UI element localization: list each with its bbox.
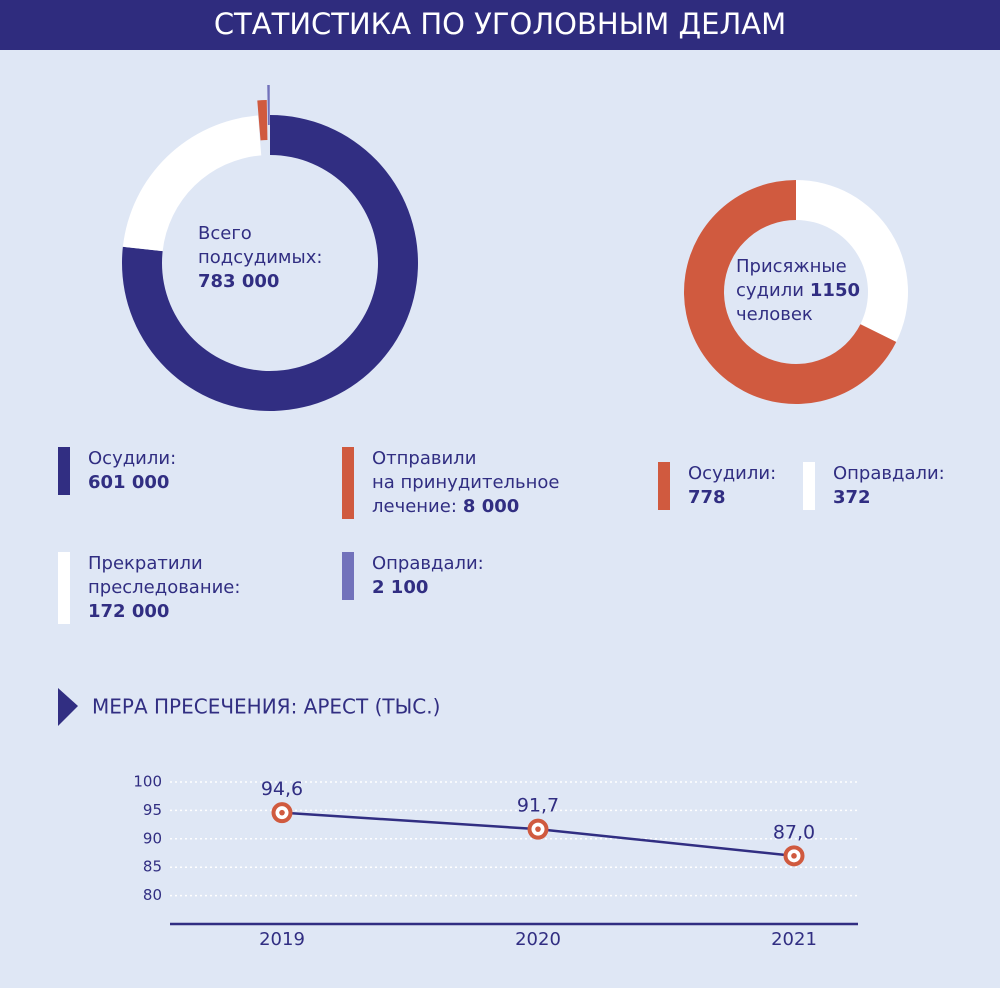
legend-text: Отправили на принудительное лечение: 8 000	[372, 447, 560, 519]
legend-label: лечение: 8 000	[372, 496, 520, 517]
section-arrow	[58, 688, 78, 726]
legend-text: Прекратили преследование: 172 000	[88, 552, 240, 624]
legend-item: Отправили на принудительное лечение: 8 000	[342, 447, 560, 519]
legend-item: Осудили: 601 000	[58, 447, 176, 495]
legend-swatch	[658, 462, 670, 510]
legend-item: Оправдали: 372	[803, 462, 945, 510]
value-label: 87,0	[773, 821, 815, 843]
center-label: человек	[736, 304, 813, 325]
legend-item: Прекратили преследование: 172 000	[58, 552, 240, 624]
legend-text: Оправдали: 2 100	[372, 552, 484, 600]
x-tick-label: 2019	[259, 929, 305, 950]
center-label: судили 1150	[736, 280, 861, 301]
x-tick-label: 2020	[515, 929, 561, 950]
legend-label: преследование:	[88, 577, 241, 598]
y-tick-label: 85	[143, 858, 162, 876]
center-label: Всего	[198, 223, 252, 244]
center-total: 783 000	[198, 271, 280, 292]
donut-segment	[267, 85, 270, 126]
legend-label: Оправдали:	[833, 463, 945, 484]
legend-value: 172 000	[88, 601, 170, 622]
y-tick-label: 95	[143, 801, 162, 819]
donut-segment	[684, 180, 897, 404]
legend-value: 601 000	[88, 472, 170, 493]
center-total: 1150	[809, 280, 861, 301]
legend-label: Осудили:	[88, 448, 177, 469]
y-tick-label: 80	[143, 886, 162, 904]
donut-segment	[796, 180, 909, 342]
center-label: Присяжные	[736, 256, 847, 277]
legend-swatch	[803, 462, 815, 510]
legend-label: Осудили:	[688, 463, 777, 484]
y-tick-label: 100	[133, 773, 162, 791]
legend-label: на принудительное	[372, 472, 560, 493]
point-center	[279, 809, 285, 816]
point-center	[791, 853, 797, 859]
legend-value: 372	[833, 487, 871, 508]
center-text: Всего подсудимых: 783 000	[198, 222, 322, 294]
header-band	[0, 0, 1000, 50]
legend-swatch	[58, 552, 70, 624]
legend-label: Прекратили	[88, 553, 203, 574]
point-center	[535, 826, 541, 832]
legend-value: 778	[688, 487, 726, 508]
x-tick-label: 2021	[771, 929, 817, 950]
legend-label: Отправили	[372, 448, 477, 469]
legend-swatch	[342, 447, 354, 519]
legend-value: 8 000	[462, 496, 520, 517]
y-tick-label: 90	[143, 829, 162, 847]
value-label: 91,7	[517, 795, 559, 817]
legend-value: 2 100	[372, 577, 429, 598]
legend-swatch	[58, 447, 70, 495]
legend-swatch	[342, 552, 354, 600]
legend-item: Оправдали: 2 100	[342, 552, 484, 600]
page-title: СТАТИСТИКА ПО УГОЛОВНЫМ ДЕЛАМ	[214, 7, 786, 41]
center-label: подсудимых:	[198, 247, 323, 268]
donut-segment	[122, 115, 262, 252]
legend-text: Оправдали: 372	[833, 462, 945, 510]
value-label: 94,6	[261, 778, 303, 800]
center-text: Присяжные судили 1150 человек	[736, 255, 860, 327]
donut-segment	[257, 100, 268, 141]
line-chart-title: МЕРА ПРЕСЕЧЕНИЯ: АРЕСТ (ТЫС.)	[92, 695, 440, 719]
legend-label: Оправдали:	[372, 553, 484, 574]
legend-text: Осудили: 778	[688, 462, 776, 510]
legend-item: Осудили: 778	[658, 462, 776, 510]
legend-text: Осудили: 601 000	[88, 447, 176, 495]
